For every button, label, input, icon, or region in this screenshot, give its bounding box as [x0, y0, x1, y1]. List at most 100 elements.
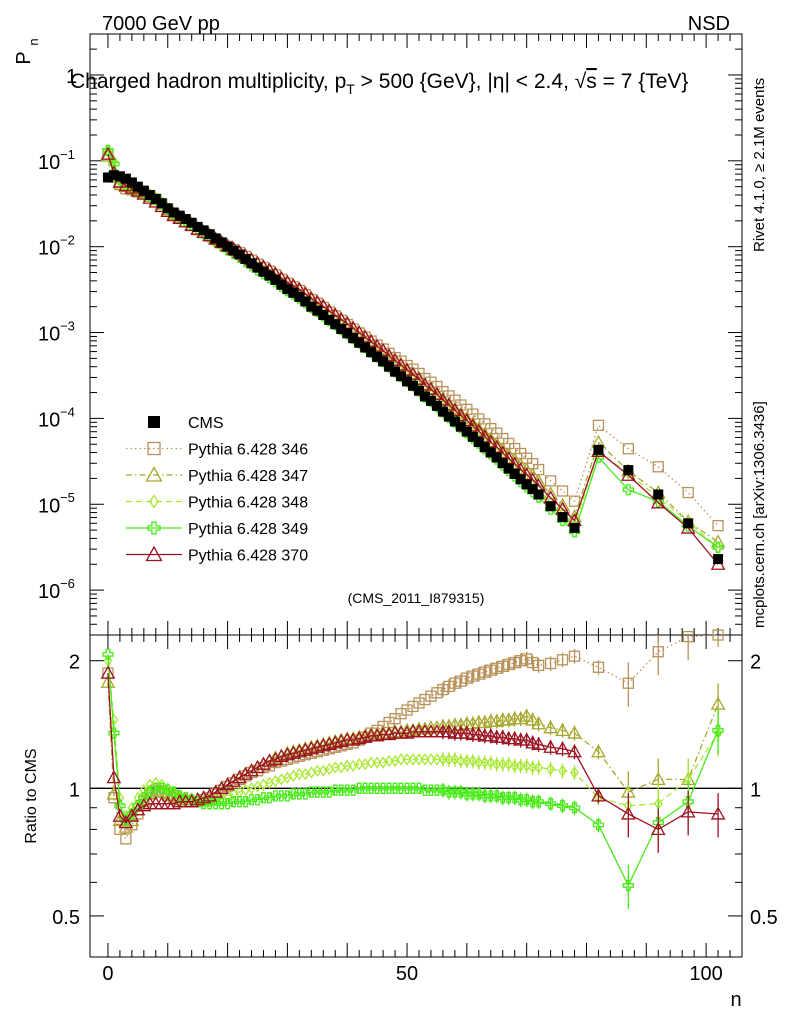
- series-348-ratio-point: [480, 756, 490, 769]
- series-349-ratio-point: [509, 792, 521, 804]
- series-370-ratio-point: [244, 763, 259, 777]
- series-347-ratio-point: [417, 721, 433, 735]
- series-349-ratio-point: [682, 796, 694, 808]
- series-348-ratio-point: [510, 759, 519, 772]
- cms-point: [491, 452, 502, 463]
- series-346-ratio-point: [479, 666, 491, 678]
- series-347-point: [555, 497, 570, 511]
- series-370-ratio-point: [531, 736, 546, 750]
- y-tick-exponent: −4: [60, 404, 75, 419]
- series-370-point: [351, 325, 367, 339]
- cms-point: [509, 469, 520, 480]
- title-s: s: [586, 70, 597, 93]
- cms-point: [318, 310, 329, 321]
- series-370-point: [435, 392, 451, 406]
- series-347-ratio-point: [543, 720, 558, 734]
- series-348-ratio-point: [570, 766, 579, 779]
- series-370-ratio-point: [620, 806, 636, 820]
- cms-point: [288, 287, 299, 298]
- series-370-ratio-point: [238, 766, 253, 780]
- series-346-ratio-point: [526, 656, 539, 669]
- series-346-ratio-point: [419, 693, 431, 706]
- series-348-ratio-point: [492, 758, 502, 771]
- series-346-ratio-point: [437, 683, 449, 696]
- series-370-ratio-point: [519, 732, 535, 746]
- y-tick-exponent: −3: [60, 319, 75, 334]
- cms-point: [312, 305, 323, 316]
- series-346-ratio-point: [682, 630, 694, 643]
- header-right: NSD: [688, 13, 730, 35]
- legend-370-marker: [145, 545, 163, 562]
- series-346-ratio-point: [652, 646, 664, 658]
- series-349-ratio-point: [263, 792, 276, 804]
- series-370-point: [483, 434, 499, 448]
- series-348-ratio-point: [432, 753, 442, 766]
- series-348-ratio-point: [313, 764, 322, 777]
- series-348-ratio-point: [354, 758, 364, 771]
- series-346-ratio-point: [425, 690, 437, 702]
- series-370-ratio-point: [381, 726, 397, 741]
- series-348-ratio-point: [546, 762, 555, 776]
- cms-point: [569, 522, 580, 533]
- cms-point: [216, 237, 227, 248]
- series-349-ratio: [102, 648, 724, 909]
- series-370-ratio-point: [124, 808, 140, 822]
- series-370-ratio-point: [220, 777, 235, 791]
- cms-point: [455, 421, 466, 432]
- y-tick-exponent: −5: [60, 490, 75, 505]
- cms-point: [623, 465, 634, 476]
- ratio-y-tick-label-right: 1: [750, 779, 761, 801]
- series-348-ratio-point: [330, 761, 340, 774]
- cms-point: [378, 356, 389, 367]
- cms-point: [503, 463, 514, 474]
- cms-point: [168, 207, 179, 218]
- series-370-ratio-point: [650, 821, 666, 836]
- series-370-ratio-point: [351, 731, 367, 745]
- cms-point: [258, 266, 269, 277]
- series-348-point: [103, 145, 113, 158]
- series-348-ratio-point: [127, 801, 137, 814]
- cms-point: [144, 189, 155, 200]
- cms-point: [330, 319, 341, 330]
- series-346-ratio-point: [473, 668, 485, 680]
- cms-point: [294, 291, 305, 302]
- series-370-ratio-point: [232, 770, 247, 784]
- series-346-ratio-point: [509, 656, 521, 669]
- cms-point: [683, 518, 694, 529]
- legend-346-marker: [147, 441, 161, 456]
- series-346-ratio-point: [443, 680, 455, 693]
- series-cms: [102, 170, 724, 565]
- series-370-ratio-point: [202, 788, 217, 802]
- series-370-point: [465, 418, 481, 432]
- legend: CMS Pythia 6.428 346 Pythia 6.428 347 Pythi…: [126, 415, 308, 565]
- chart-title: Charged hadron multiplicity, pT > 500 {G…: [70, 70, 688, 97]
- cms-point: [431, 400, 442, 411]
- cms-point: [282, 284, 293, 295]
- cms-point: [270, 274, 281, 285]
- cms-point: [102, 172, 113, 183]
- series-370-point: [650, 495, 666, 509]
- series-370-ratio-point: [184, 794, 200, 808]
- cms-point: [228, 245, 239, 256]
- top-ylabel: P: [13, 51, 35, 64]
- series-370-ratio-point: [100, 665, 116, 679]
- cms-point: [150, 193, 161, 204]
- series-349-ratio-point: [221, 798, 234, 810]
- series-370-ratio-point: [591, 788, 606, 802]
- series-370-point: [489, 439, 505, 453]
- series-346-ratio-point: [532, 659, 545, 672]
- series-346-ratio-point: [712, 629, 724, 641]
- cms-point: [413, 385, 424, 396]
- cms-point: [246, 258, 257, 269]
- cms-point: [396, 371, 407, 382]
- rivet-label: Rivet 4.1.0, ≥ 2.1M events: [751, 78, 768, 252]
- cms-point: [324, 314, 335, 325]
- series-370-ratio-point: [112, 808, 128, 822]
- top-ylabel-sub: n: [26, 38, 41, 45]
- series-348-ratio-point: [342, 759, 352, 772]
- series-349-ratio-point: [568, 802, 581, 814]
- series-348-ratio-point: [522, 759, 531, 772]
- legend-348-label: Pythia 6.428 348: [188, 495, 308, 512]
- series-348-ratio-point: [486, 756, 496, 769]
- cms-point: [354, 337, 365, 348]
